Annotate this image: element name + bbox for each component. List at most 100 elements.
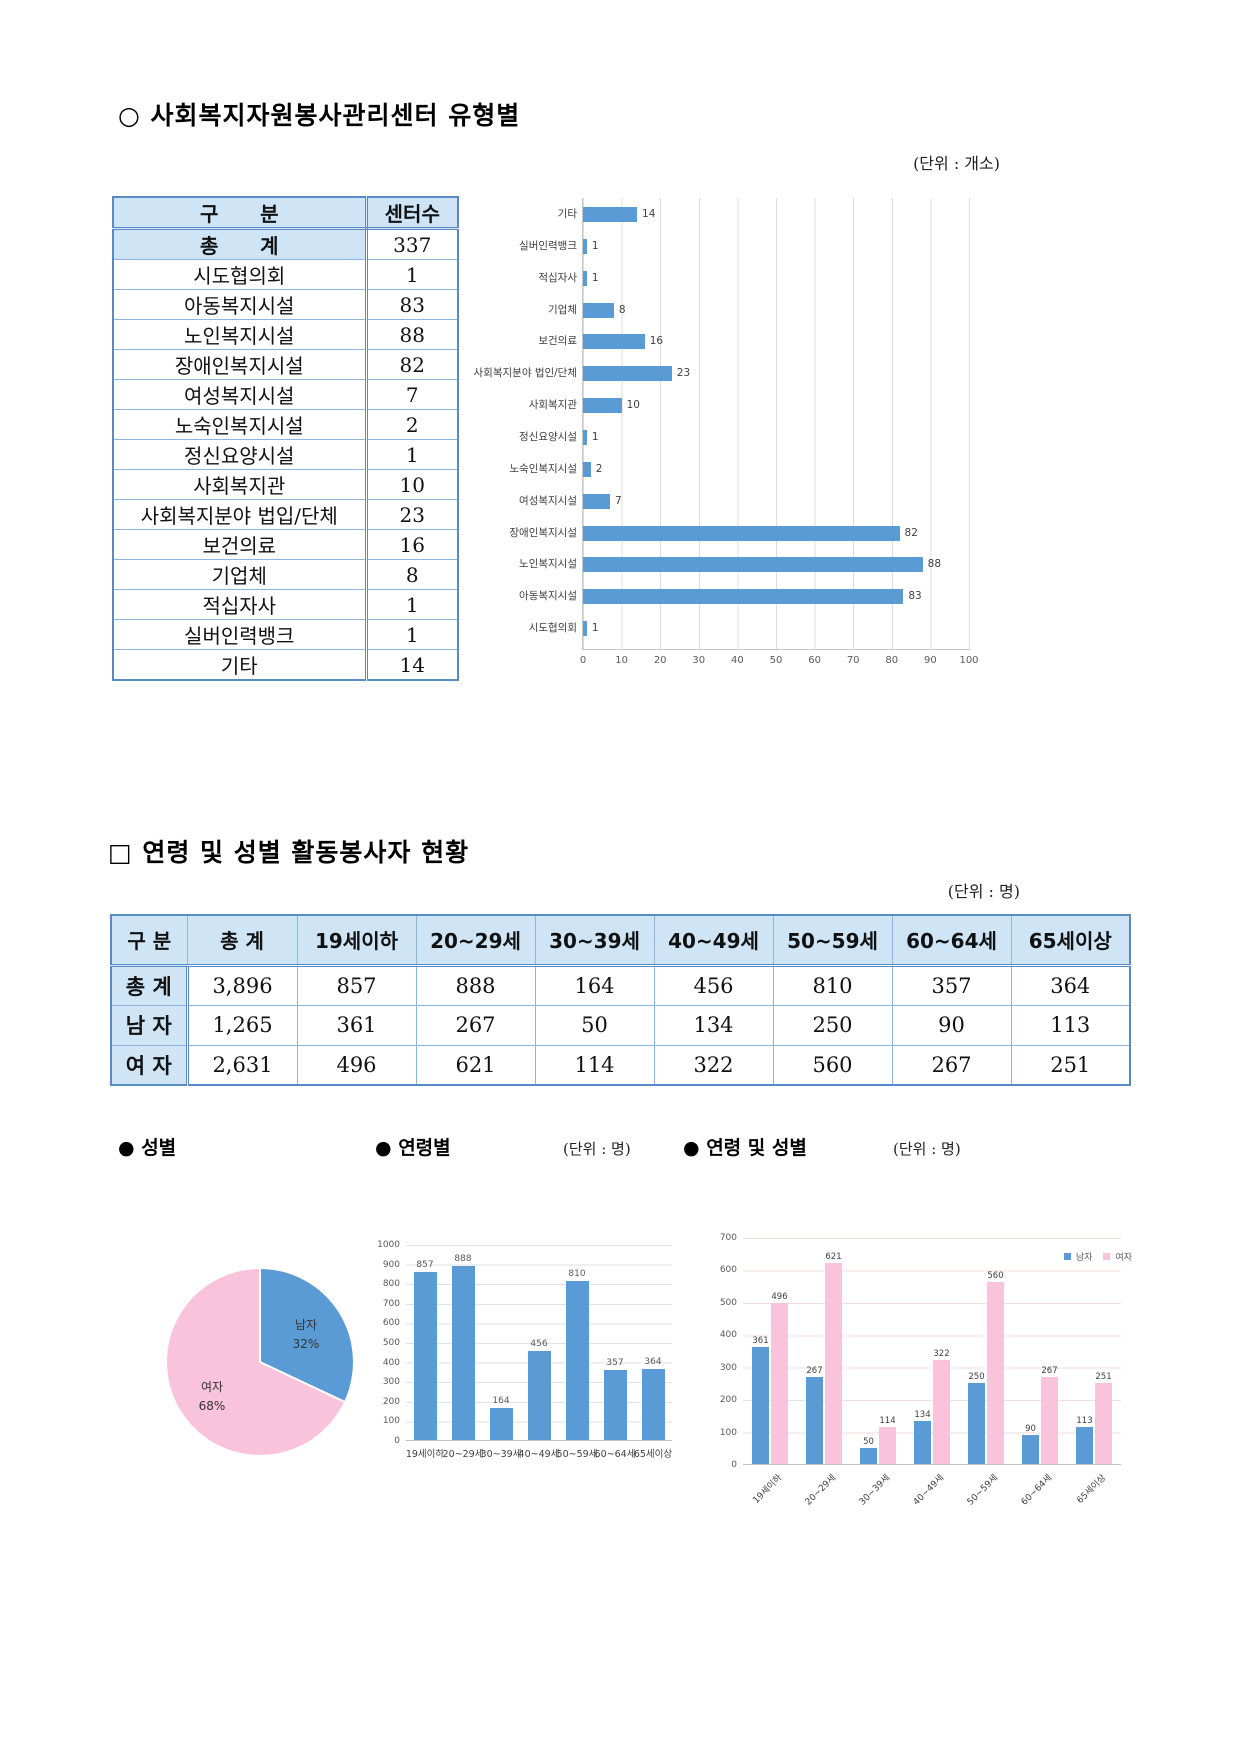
bar-value-label: 113 <box>1076 1416 1093 1427</box>
y-axis-tick-label: 200 <box>382 1396 400 1407</box>
table-row: 총 계 337 <box>112 228 459 260</box>
x-axis-tick-label: 30~39세 <box>480 1449 522 1460</box>
y-axis-tick-label: 700 <box>382 1298 400 1309</box>
category-cell: 시도협의회 <box>112 259 368 290</box>
count-cell: 1 <box>365 619 459 650</box>
table-header-row: 구 분 센터수 <box>112 196 459 230</box>
value-cell: 810 <box>772 964 893 1006</box>
center-type-table: 구 분 센터수 총 계 337 시도협의회 1 아동복지시설 83 노인복지시설 88 장애인복… <box>112 196 459 681</box>
bar-category-label: 보건의료 <box>538 335 577 348</box>
value-cell: 267 <box>415 1004 536 1046</box>
x-axis-tick-label: 30 <box>692 655 706 666</box>
bar-value-label: 1 <box>591 622 599 635</box>
bar-value-label: 322 <box>933 1348 950 1359</box>
legend-swatch-female <box>1103 1253 1111 1260</box>
table-row: 장애인복지시설 82 <box>112 349 459 380</box>
row-header-cell: 남 자 <box>110 1004 189 1046</box>
bar <box>968 1382 985 1464</box>
x-axis-tick-label: 40 <box>731 655 744 666</box>
column-header: 40~49세 <box>653 914 774 967</box>
x-axis-tick-label: 40~49세 <box>911 1473 947 1508</box>
bar-category-label: 시도협의회 <box>528 622 577 635</box>
pie-label-female-pct: 68% <box>198 1399 226 1413</box>
age-bar-plot-area: 857 888 164 456 810 357 364 <box>406 1245 672 1441</box>
bar <box>583 398 622 414</box>
y-axis-tick-label: 400 <box>719 1330 737 1341</box>
table-header-row: 구 분 총 계 19세이하 20~29세 30~39세 40~49세 50~59… <box>110 914 1131 967</box>
age-gender-chart-unit: (단위 : 명) <box>893 1140 961 1158</box>
bar <box>603 1370 627 1440</box>
pie-label-female-name: 여자 <box>200 1379 224 1394</box>
count-cell: 2 <box>365 409 459 440</box>
category-cell: 노숙인복지시설 <box>112 409 368 440</box>
row-header-cell: 총 계 <box>110 964 189 1006</box>
x-axis-tick-label: 10 <box>615 655 628 666</box>
bar-value-label: 82 <box>904 526 918 539</box>
bar-value-label: 50 <box>863 1436 874 1447</box>
bar-value-label: 164 <box>492 1395 510 1406</box>
bar <box>987 1282 1004 1464</box>
x-axis-tick-label: 50 <box>769 655 783 666</box>
column-header: 60~64세 <box>891 914 1012 967</box>
y-axis-tick-label: 900 <box>382 1259 400 1270</box>
pie-label-male-pct: 32% <box>292 1337 320 1351</box>
bar <box>583 366 672 382</box>
category-cell: 적십자사 <box>112 589 368 620</box>
bar-value-label: 2 <box>595 462 603 475</box>
bar <box>583 557 923 573</box>
value-cell: 250 <box>772 1004 893 1046</box>
bar <box>583 621 587 637</box>
section1-title: ○ 사회복지자원봉사관리센터 유형별 <box>118 101 521 130</box>
bar <box>583 429 587 445</box>
row-header-cell: 여 자 <box>110 1044 189 1086</box>
center-type-table-body: 총 계 337 시도협의회 1 아동복지시설 83 노인복지시설 88 장애인복지시설 82 여성복… <box>112 228 459 681</box>
column-header: 50~59세 <box>772 914 893 967</box>
table-row: 보건의료 16 <box>112 529 459 560</box>
bar <box>933 1359 950 1464</box>
column-header-category: 구 분 <box>112 196 368 230</box>
bar <box>527 1350 551 1440</box>
bar-category-label: 사회복지관 <box>528 399 577 412</box>
table-row: 정신요양시설 1 <box>112 439 459 470</box>
bar <box>583 302 614 318</box>
column-header: 19세이하 <box>296 914 417 967</box>
value-cell: 3,896 <box>186 964 298 1006</box>
section1-unit-label: (단위 : 개소) <box>913 154 1000 173</box>
column-header-count: 센터수 <box>365 196 459 230</box>
bar <box>583 493 611 509</box>
category-cell: 기업체 <box>112 559 368 590</box>
category-cell: 사회복지관 <box>112 469 368 500</box>
bar-category-label: 사회복지분야 법인/단체 <box>473 367 577 380</box>
age-chart-unit: (단위 : 명) <box>563 1140 631 1158</box>
x-axis-tick-label: 100 <box>959 655 979 666</box>
bar-value-label: 357 <box>606 1358 624 1369</box>
y-axis-tick-label: 0 <box>731 1460 737 1470</box>
category-cell: 노인복지시설 <box>112 319 368 350</box>
age-chart-title: ● 연령별 <box>375 1137 451 1159</box>
value-cell: 888 <box>415 964 536 1006</box>
legend: 남자 여자 <box>1063 1250 1132 1263</box>
bar-value-label: 88 <box>927 558 942 571</box>
x-axis-tick-label: 50~59세 <box>965 1473 1001 1508</box>
pie-label-male-name: 남자 <box>294 1317 318 1332</box>
bar-value-label: 14 <box>642 208 656 220</box>
x-axis-tick-label: 20~29세 <box>442 1449 484 1460</box>
bar <box>1041 1377 1058 1464</box>
table-row: 남 자 1,265 361 267 50 134 250 90 113 <box>110 1004 1131 1046</box>
table-row: 노인복지시설 88 <box>112 319 459 350</box>
table-row: 총 계 3,896 857 888 164 456 810 357 364 <box>110 964 1131 1006</box>
category-cell: 기타 <box>112 649 368 681</box>
age-bar-chart: 857 888 164 456 810 357 364 1000 900 800 700 600 50… <box>372 1240 674 1475</box>
column-header: 65세이상 <box>1010 914 1131 967</box>
table-row: 실버인력뱅크 1 <box>112 619 459 650</box>
bar <box>860 1447 877 1464</box>
value-cell: 113 <box>1010 1004 1131 1046</box>
table-row: 시도협의회 1 <box>112 259 459 290</box>
age-gender-table: 구 분 총 계 19세이하 20~29세 30~39세 40~49세 50~59… <box>110 914 1131 1086</box>
column-header: 20~29세 <box>415 914 536 967</box>
bar-category-label: 적십자사 <box>538 271 577 284</box>
y-axis-tick-label: 500 <box>719 1297 737 1308</box>
y-axis-tick-label: 400 <box>382 1357 400 1368</box>
value-cell: 1,265 <box>186 1004 298 1046</box>
legend-swatch-male <box>1063 1253 1071 1260</box>
